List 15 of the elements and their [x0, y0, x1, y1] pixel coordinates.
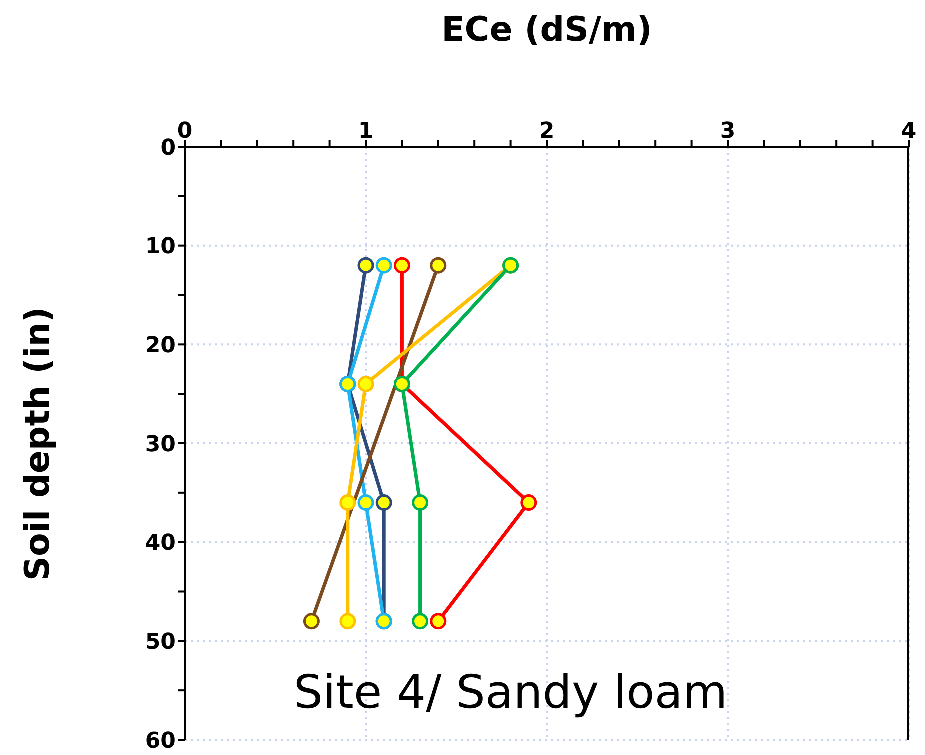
- x-axis-title: ECe (dS/m): [440, 10, 654, 50]
- x-tick-label: 1: [358, 119, 374, 144]
- y-tick-label: 40: [145, 531, 176, 556]
- y-tick-label: 10: [145, 234, 176, 260]
- x-tick-label: 4: [901, 119, 917, 144]
- y-tick-label: 50: [145, 630, 176, 655]
- x-tick-label: 2: [539, 119, 555, 144]
- x-tick-label: 0: [177, 119, 193, 144]
- x-tick-label: 3: [720, 119, 736, 144]
- y-axis-title: Soil depth (in): [18, 306, 58, 580]
- y-tick-label: 30: [145, 432, 176, 458]
- y-tick-label: 60: [145, 728, 176, 754]
- annotation: Site 4/ Sandy loam: [292, 665, 729, 719]
- y-tick-label: 20: [145, 333, 176, 358]
- y-tick-label: 0: [160, 136, 176, 161]
